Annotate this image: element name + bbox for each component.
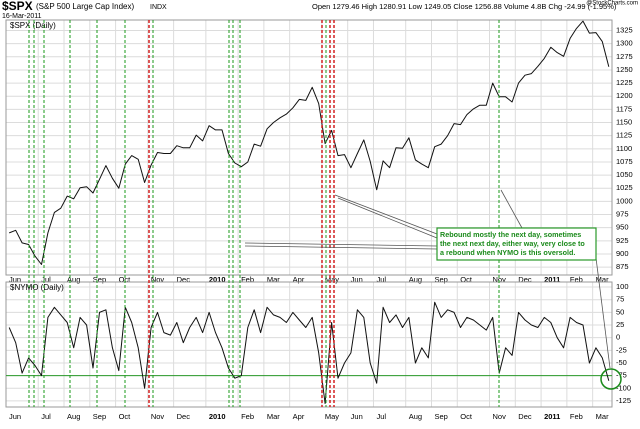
- x-tick-label: Nov: [151, 275, 165, 284]
- x-tick-label: 2010: [209, 412, 226, 421]
- pointer-line: [500, 189, 523, 229]
- x-tick-label: Oct: [460, 412, 473, 421]
- x-tick-label: Feb: [570, 275, 583, 284]
- y-tick-label: -75: [616, 371, 627, 380]
- x-tick-label: Nov: [493, 412, 507, 421]
- x-tick-label: Sep: [93, 275, 106, 284]
- y-tick-label: 75: [616, 295, 624, 304]
- x-tick-label: Feb: [241, 412, 254, 421]
- x-tick-label: Aug: [409, 412, 422, 421]
- x-tick-label: Nov: [151, 412, 165, 421]
- annotation-text: the next next day, either way, very clos…: [440, 239, 585, 248]
- annotation-layer: Rebound mostly the next day, sometimesth…: [28, 20, 622, 407]
- symbol: $SPX: [2, 0, 33, 13]
- x-tick-label: Jul: [376, 275, 386, 284]
- annotation-text: a rebound when NYMO is this oversold.: [440, 248, 575, 257]
- quote-stats: Open 1279.46 High 1280.91 Low 1249.05 Cl…: [312, 2, 617, 11]
- y-tick-label: 1050: [616, 170, 633, 179]
- x-tick-label: Apr: [293, 412, 305, 421]
- price-line: [9, 20, 610, 265]
- x-tick-label: Mar: [267, 275, 280, 284]
- x-tick-label: Oct: [460, 275, 473, 284]
- y-tick-label: 925: [616, 236, 629, 245]
- x-tick-label: Jun: [351, 275, 363, 284]
- x-tick-label: 2010: [209, 275, 226, 284]
- x-tick-label: Sep: [93, 412, 106, 421]
- x-tick-label: Jun: [9, 275, 21, 284]
- source: @StockCharts.com: [586, 1, 638, 7]
- x-tick-label: Nov: [493, 275, 507, 284]
- y-tick-label: -100: [616, 383, 631, 392]
- plot-frame: [5, 281, 613, 408]
- x-tick-label: Jul: [376, 412, 386, 421]
- y-tick-label: -50: [616, 358, 627, 367]
- x-tick-label: Dec: [177, 275, 191, 284]
- pointer-line: [244, 245, 438, 250]
- x-tick-label: Aug: [409, 275, 422, 284]
- y-tick-label: -125: [616, 396, 631, 405]
- x-tick-label: Aug: [67, 412, 80, 421]
- y-tick-label: 1150: [616, 118, 632, 127]
- y-tick-label: 100: [616, 282, 629, 291]
- x-tick-label: Jul: [41, 412, 51, 421]
- x-tick-label: Feb: [241, 275, 254, 284]
- pointer-line: [595, 257, 611, 369]
- index-name: (S&P 500 Large Cap Index): [36, 2, 134, 11]
- y-tick-label: 1250: [616, 65, 633, 74]
- plot-frame: [5, 19, 613, 276]
- y-tick-label: 1300: [616, 39, 633, 48]
- y-tick-label: 0: [616, 333, 620, 342]
- y-tick-label: 1200: [616, 91, 633, 100]
- y-tick-label: 50: [616, 307, 624, 316]
- y-tick-label: 1325: [616, 25, 633, 34]
- x-tick-label: Mar: [596, 412, 609, 421]
- y-tick-label: 1000: [616, 196, 633, 205]
- x-tick-label: Mar: [267, 412, 280, 421]
- x-tick-label: Sep: [434, 412, 447, 421]
- y-tick-label: 1225: [616, 78, 633, 87]
- y-tick-label: 1175: [616, 104, 632, 113]
- y-tick-label: 1075: [616, 157, 633, 166]
- x-tick-label: Jun: [9, 412, 21, 421]
- exchange: INDX: [150, 4, 167, 11]
- date: 16-Mar-2011: [2, 13, 42, 20]
- x-tick-label: 2011: [544, 275, 560, 284]
- x-tick-label: Dec: [518, 275, 532, 284]
- y-tick-label: 1100: [616, 144, 632, 153]
- x-tick-label: Dec: [518, 412, 532, 421]
- y-tick-label: 1025: [616, 183, 633, 192]
- x-tick-label: May: [325, 412, 339, 421]
- y-tick-label: 1275: [616, 52, 633, 61]
- x-tick-label: May: [325, 275, 339, 284]
- x-tick-label: Oct: [119, 275, 132, 284]
- x-tick-label: Oct: [119, 412, 132, 421]
- x-tick-label: Apr: [293, 275, 305, 284]
- x-tick-label: Jul: [41, 275, 51, 284]
- x-tick-label: 2011: [544, 412, 560, 421]
- pointer-line: [334, 194, 438, 235]
- x-tick-label: Mar: [596, 275, 609, 284]
- y-tick-label: 1125: [616, 131, 632, 140]
- panel-label: $SPX (Daily): [10, 21, 56, 30]
- highlight-circle: [600, 368, 622, 390]
- pointer-line: [244, 242, 438, 247]
- x-tick-label: Sep: [434, 275, 447, 284]
- y-tick-label: 975: [616, 210, 629, 219]
- y-tick-label: -25: [616, 345, 627, 354]
- annotation-box: [436, 227, 597, 261]
- x-tick-label: Feb: [570, 412, 583, 421]
- y-tick-label: 875: [616, 262, 629, 271]
- annotation-text: Rebound mostly the next day, sometimes: [440, 230, 581, 239]
- x-tick-label: Jun: [351, 412, 363, 421]
- x-tick-label: Aug: [67, 275, 80, 284]
- pointer-line: [337, 197, 438, 239]
- x-tick-label: Dec: [177, 412, 191, 421]
- y-tick-label: 900: [616, 249, 629, 258]
- y-tick-label: 950: [616, 223, 629, 232]
- y-tick-label: 25: [616, 320, 624, 329]
- price-line: [8, 301, 610, 404]
- panel-label: $NYMO (Daily): [10, 283, 64, 292]
